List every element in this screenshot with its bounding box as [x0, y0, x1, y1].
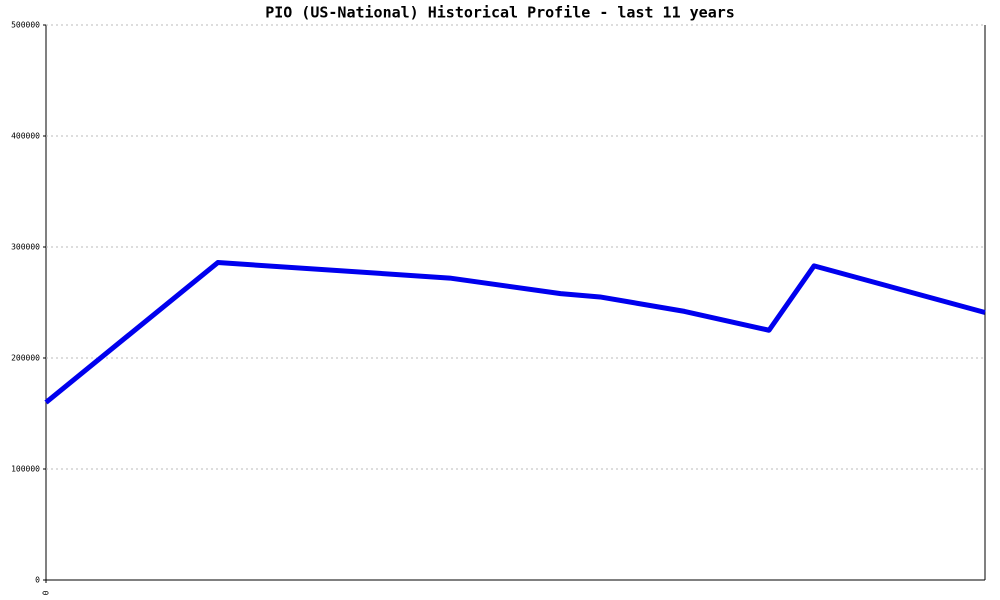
- y-tick-label: 300000: [11, 243, 40, 252]
- y-tick-label: 200000: [11, 354, 40, 363]
- y-tick-label: 500000: [11, 21, 40, 30]
- x-tick-label: 0: [42, 590, 51, 595]
- line: [44, 260, 986, 405]
- y-tick-label: 400000: [11, 132, 40, 141]
- y-tick-label: 0: [35, 576, 40, 585]
- chart-title: PIO (US-National) Historical Profile - l…: [265, 4, 735, 22]
- y-tick-label: 100000: [11, 465, 40, 474]
